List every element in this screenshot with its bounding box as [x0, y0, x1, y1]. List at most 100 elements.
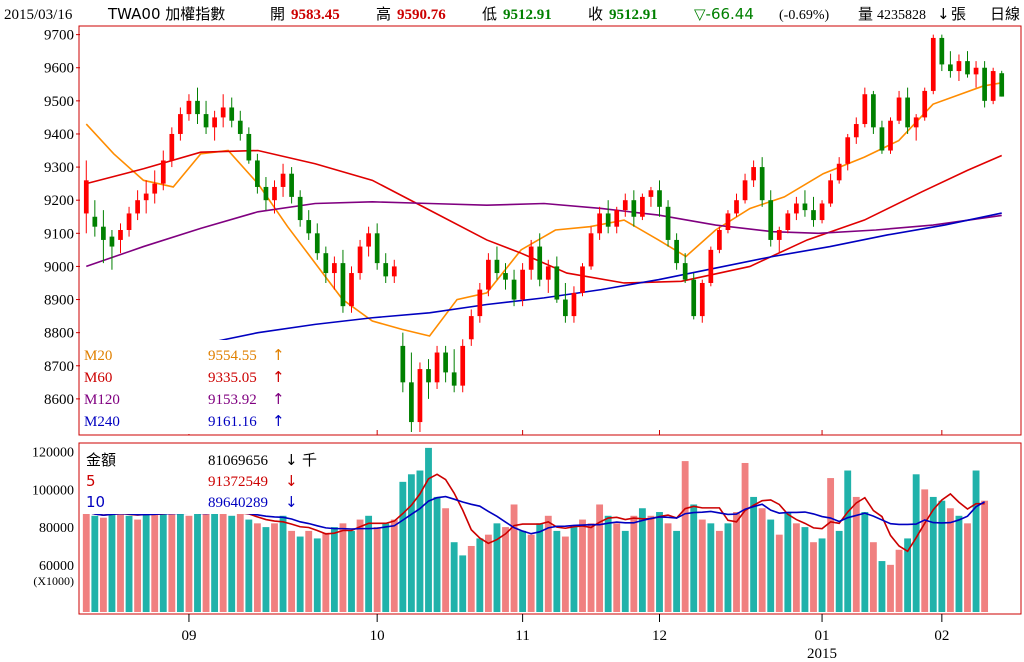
- legend-label-m120: M120: [84, 392, 120, 408]
- candle-body: [930, 37, 936, 91]
- volume-bar: [647, 515, 655, 612]
- volume-bar: [810, 542, 817, 612]
- volume-bar: [955, 515, 963, 612]
- volume-bar: [313, 538, 321, 612]
- candle-body: [545, 266, 551, 280]
- change-percent: (-0.69%): [779, 8, 829, 23]
- volume-bar: [82, 512, 90, 612]
- volume-unit-label: (X1000): [33, 574, 74, 588]
- candle-body: [229, 107, 235, 121]
- candle-body: [443, 352, 448, 373]
- candle-body: [503, 273, 508, 280]
- candle-body: [169, 133, 175, 161]
- volume-bar: [904, 538, 912, 612]
- candle-body: [913, 117, 919, 128]
- volume-bar: [493, 523, 501, 612]
- ma-line-m240: [193, 212, 1002, 347]
- candle-body: [537, 246, 543, 280]
- candle-body: [785, 213, 791, 230]
- volume-bar: [750, 496, 758, 612]
- candle-body: [717, 230, 722, 250]
- volume-bar: [733, 512, 740, 612]
- volume-bar: [792, 523, 800, 612]
- candle-body: [580, 266, 585, 293]
- candle-body: [956, 61, 962, 72]
- ma-line-m20: [85, 82, 1002, 337]
- candle-body: [195, 100, 200, 115]
- candle-body: [999, 73, 1005, 97]
- volume-bar: [673, 530, 681, 612]
- volume-bar: [638, 508, 646, 612]
- volume-legend-label: 金額: [86, 451, 116, 469]
- high-label: 高: [376, 5, 391, 23]
- legend-value-m20: 9554.55: [208, 348, 257, 364]
- candle-body: [879, 127, 885, 151]
- volume-bar: [450, 542, 458, 612]
- volume-bar: [91, 515, 99, 612]
- volume-bar: [536, 523, 544, 612]
- volume-bar: [544, 515, 552, 612]
- month-label: 02: [934, 628, 949, 644]
- volume-bar: [767, 519, 775, 612]
- volume-bar: [887, 564, 894, 612]
- volume-bar: [946, 508, 954, 612]
- volume-tick-label: 100000: [32, 483, 74, 498]
- candle-body: [143, 193, 149, 201]
- header-date: 2015/03/16: [4, 7, 73, 23]
- candle-body: [220, 107, 226, 118]
- candle-body: [725, 213, 731, 230]
- candle-body: [417, 369, 423, 423]
- candle-body: [751, 167, 756, 181]
- volume-legend-label: 10: [86, 493, 105, 511]
- low-label: 低: [482, 5, 497, 23]
- price-tick-label: 9100: [44, 226, 74, 242]
- candle-body: [152, 183, 158, 194]
- volume-bar: [972, 470, 980, 612]
- candle-body: [708, 249, 714, 283]
- legend-arrow-m60: ↑: [272, 368, 285, 386]
- volume-bar: [553, 530, 561, 612]
- close-value: 9512.91: [609, 7, 658, 23]
- month-label: 12: [652, 628, 667, 644]
- volume-arrow: ↓: [937, 5, 950, 23]
- volume-bar: [604, 515, 612, 612]
- candle-body: [332, 263, 337, 274]
- candle-body: [699, 282, 705, 317]
- candle-body: [426, 369, 431, 383]
- volume-bar: [99, 517, 107, 612]
- price-legend-box: [80, 340, 286, 434]
- candle-body: [845, 137, 851, 164]
- candle-body: [383, 263, 389, 277]
- legend-label-m60: M60: [84, 370, 112, 386]
- volume-bar: [510, 504, 518, 612]
- candle-body: [101, 226, 106, 240]
- price-tick-label: 9200: [44, 193, 74, 209]
- legend-label-m20: M20: [84, 348, 112, 364]
- legend-label-m240: M240: [84, 414, 120, 430]
- volume-bar: [425, 447, 432, 612]
- candle-body: [297, 196, 303, 221]
- volume-bar: [784, 512, 792, 612]
- candle-body: [836, 163, 842, 181]
- volume-bar: [664, 523, 672, 612]
- volume-bar: [416, 470, 424, 612]
- volume-tick-label: 80000: [39, 521, 74, 536]
- volume-bar: [168, 510, 176, 612]
- candle-body: [357, 246, 363, 274]
- candle-body: [862, 94, 868, 125]
- candle-body: [888, 120, 893, 151]
- volume-bar: [724, 523, 732, 612]
- volume-bar: [365, 515, 373, 612]
- candle-body: [990, 71, 996, 101]
- candle-body: [460, 345, 466, 386]
- candle-body: [451, 372, 457, 386]
- candle-body: [691, 279, 697, 317]
- volume-bar: [964, 523, 971, 612]
- legend-value-m60: 9335.05: [208, 370, 257, 386]
- volume-bar: [519, 530, 527, 612]
- candle-body: [871, 94, 876, 128]
- candle-body: [409, 382, 414, 423]
- volume-legend-arrow: ↓: [285, 472, 298, 490]
- candle-body: [92, 216, 98, 227]
- price-tick-label: 9000: [44, 259, 74, 275]
